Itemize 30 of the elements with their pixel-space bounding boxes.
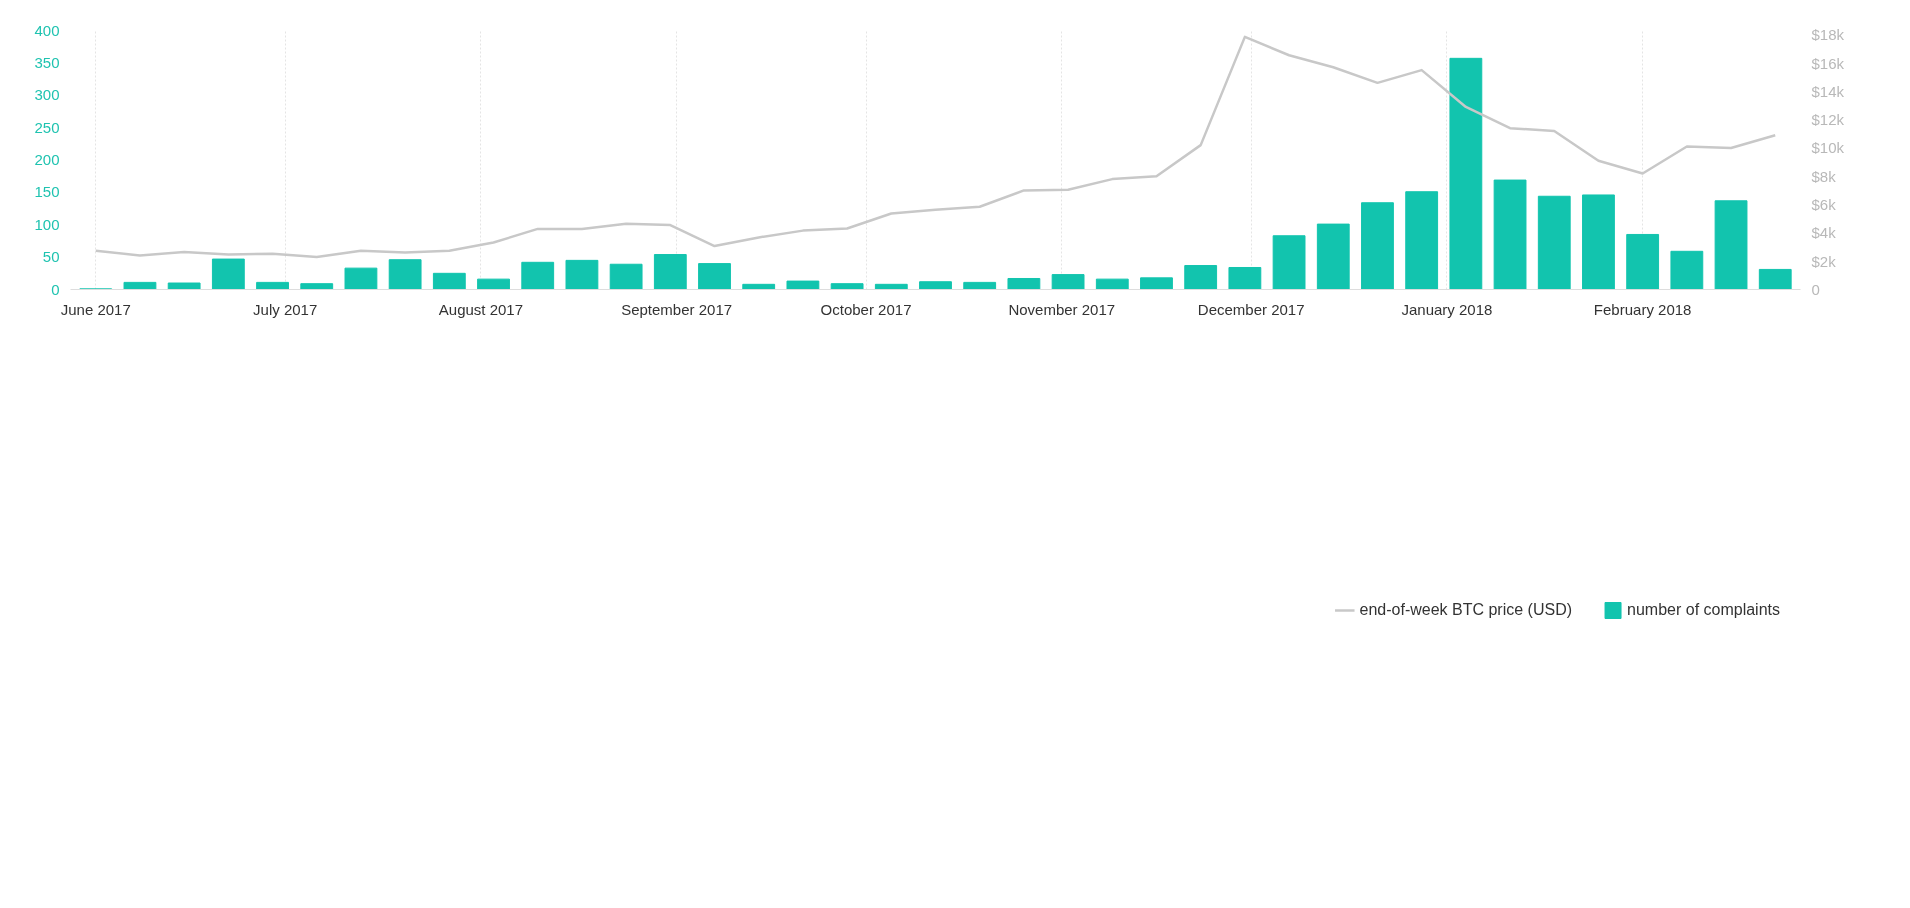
legend-label: end-of-week BTC price (USD) xyxy=(1359,601,1573,619)
x-tick-label: July 2017 xyxy=(253,300,318,318)
y2-tick-label: $10k xyxy=(1811,139,1845,157)
x-tick-label: November 2017 xyxy=(1008,300,1116,318)
x-tick-label: January 2018 xyxy=(1401,300,1493,318)
x-tick-label: December 2017 xyxy=(1197,300,1305,318)
y-tick-label: 200 xyxy=(34,151,60,168)
y2-tick-label: $16k xyxy=(1811,54,1845,72)
y-tick-label: 300 xyxy=(34,86,60,104)
y2-tick-label: $14k xyxy=(1811,82,1845,100)
y2-tick-label: $8k xyxy=(1811,167,1837,185)
x-tick-label: October 2017 xyxy=(820,300,912,318)
y2-tick-label: 0 xyxy=(1811,281,1820,298)
y-tick-label: 400 xyxy=(34,21,60,39)
y-tick-label: 150 xyxy=(34,183,60,201)
y2-tick-label: $12k xyxy=(1811,111,1845,129)
y-tick-label: 0 xyxy=(51,280,60,298)
y-tick-label: 100 xyxy=(34,215,60,233)
x-tick-label: September 2017 xyxy=(621,300,733,318)
y-tick-label: 350 xyxy=(34,53,60,71)
y2-tick-label: $4k xyxy=(1811,224,1837,242)
x-tick-label: February 2018 xyxy=(1593,300,1692,318)
y-tick-label: 250 xyxy=(34,118,60,136)
y2-tick-label: $2k xyxy=(1811,252,1837,270)
x-tick-label: August 2017 xyxy=(438,300,524,318)
legend-label: number of complaints xyxy=(1627,601,1780,619)
y2-tick-label: $6k xyxy=(1811,196,1837,214)
x-tick-label: June 2017 xyxy=(60,300,131,318)
y2-tick-label: $18k xyxy=(1811,26,1845,44)
y-tick-label: 50 xyxy=(42,248,60,266)
